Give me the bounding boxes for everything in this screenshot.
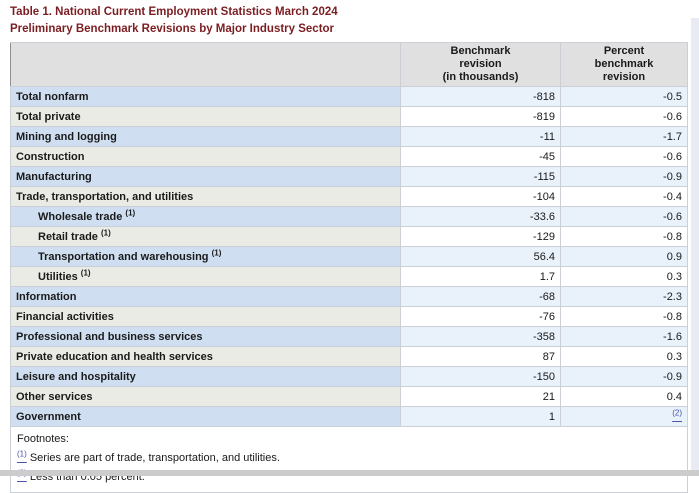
percent-revision-value: -0.8 bbox=[560, 226, 688, 247]
footnote-reference: (1) bbox=[211, 247, 222, 257]
table-header-row: Benchmark revision (in thousands) Percen… bbox=[10, 42, 688, 87]
benchmark-revision-value: 21 bbox=[400, 386, 561, 407]
row-label: Utilities (1) bbox=[10, 266, 401, 287]
page-edge-bottom bbox=[0, 470, 699, 476]
row-label: Trade, transportation, and utilities bbox=[10, 186, 401, 207]
benchmark-revision-value: -115 bbox=[400, 166, 561, 187]
table-body: Total nonfarm -818 -0.5 Total private -819 -0… bbox=[10, 86, 688, 427]
percent-revision-value: -0.6 bbox=[560, 106, 688, 127]
benchmark-revision-value: -68 bbox=[400, 286, 561, 307]
table-row: Leisure and hospitality -150 -0.9 bbox=[10, 366, 688, 387]
footnote-1-marker-link[interactable]: (1) bbox=[17, 449, 27, 464]
percent-revision-value: 0.3 bbox=[560, 266, 688, 287]
percent-revision-value: -0.9 bbox=[560, 366, 688, 387]
table-row: Construction -45 -0.6 bbox=[10, 146, 688, 167]
benchmark-revision-value: -76 bbox=[400, 306, 561, 327]
column-header-industry bbox=[10, 42, 401, 87]
percent-revision-value: -0.5 bbox=[560, 86, 688, 107]
column-header-benchmark-revision: Benchmark revision (in thousands) bbox=[400, 42, 561, 87]
benchmark-revision-value: -129 bbox=[400, 226, 561, 247]
column-header-percent-revision: Percent benchmark revision bbox=[560, 42, 688, 87]
footnote-1-marker: (1) bbox=[17, 449, 27, 459]
footnote-reference: (1) bbox=[100, 227, 111, 237]
footnote-1: (1) Series are part of trade, transporta… bbox=[17, 450, 681, 467]
row-label: Manufacturing bbox=[10, 166, 401, 187]
percent-revision-value: 0.4 bbox=[560, 386, 688, 407]
benchmark-revision-value: -819 bbox=[400, 106, 561, 127]
footnotes-section: Footnotes: (1) Series are part of trade,… bbox=[10, 426, 688, 493]
table-title-line-1: Table 1. National Current Employment Sta… bbox=[10, 6, 338, 18]
footnote-1-text: Series are part of trade, transportation… bbox=[29, 452, 280, 464]
table-row: Mining and logging -11 -1.7 bbox=[10, 126, 688, 147]
percent-revision-value: 0.9 bbox=[560, 246, 688, 267]
percent-revision-value: (2) bbox=[560, 406, 688, 427]
row-label: Wholesale trade (1) bbox=[10, 206, 401, 227]
benchmark-revision-value: 56.4 bbox=[400, 246, 561, 267]
row-label: Total nonfarm bbox=[10, 86, 401, 107]
benchmark-revision-value: -104 bbox=[400, 186, 561, 207]
table-row: Financial activities -76 -0.8 bbox=[10, 306, 688, 327]
page-edge-right bbox=[691, 18, 699, 476]
benchmark-revision-value: -150 bbox=[400, 366, 561, 387]
table-title-line-2: Preliminary Benchmark Revisions by Major… bbox=[10, 23, 335, 35]
benchmark-revision-value: 1.7 bbox=[400, 266, 561, 287]
percent-revision-value: -1.6 bbox=[560, 326, 688, 347]
benchmark-revision-value: -45 bbox=[400, 146, 561, 167]
table-row: Other services 21 0.4 bbox=[10, 386, 688, 407]
footnotes-heading: Footnotes: bbox=[17, 433, 69, 445]
table-row: Manufacturing -115 -0.9 bbox=[10, 166, 688, 187]
percent-revision-value: -0.4 bbox=[560, 186, 688, 207]
benchmark-revision-value: -818 bbox=[400, 86, 561, 107]
row-label: Leisure and hospitality bbox=[10, 366, 401, 387]
benchmark-revision-value: -358 bbox=[400, 326, 561, 347]
table-row: Government 1 (2) bbox=[10, 406, 688, 427]
table-row: Transportation and warehousing (1) 56.4 0.… bbox=[10, 246, 688, 267]
row-label: Construction bbox=[10, 146, 401, 167]
government-footnote-link[interactable]: (2) bbox=[672, 407, 682, 423]
percent-revision-value: -0.6 bbox=[560, 206, 688, 227]
benchmark-revision-value: -11 bbox=[400, 126, 561, 147]
row-label: Retail trade (1) bbox=[10, 226, 401, 247]
row-label: Private education and health services bbox=[10, 346, 401, 367]
table-row: Total private -819 -0.6 bbox=[10, 106, 688, 127]
table-row: Private education and health services 87 0… bbox=[10, 346, 688, 367]
row-label: Financial activities bbox=[10, 306, 401, 327]
percent-revision-value: -1.7 bbox=[560, 126, 688, 147]
benchmark-revision-value: 1 bbox=[400, 406, 561, 427]
row-label: Other services bbox=[10, 386, 401, 407]
table-row: Trade, transportation, and utilities -104… bbox=[10, 186, 688, 207]
row-label: Transportation and warehousing (1) bbox=[10, 246, 401, 267]
row-label: Government bbox=[10, 406, 401, 427]
benchmark-revision-value: 87 bbox=[400, 346, 561, 367]
percent-revision-value: -2.3 bbox=[560, 286, 688, 307]
table-row: Information -68 -2.3 bbox=[10, 286, 688, 307]
percent-revision-value: 0.3 bbox=[560, 346, 688, 367]
table-row: Total nonfarm -818 -0.5 bbox=[10, 86, 688, 107]
table-row: Utilities (1) 1.7 0.3 bbox=[10, 266, 688, 287]
footnote-reference: (2) bbox=[672, 407, 682, 417]
percent-revision-value: -0.9 bbox=[560, 166, 688, 187]
percent-revision-value: -0.8 bbox=[560, 306, 688, 327]
table-row: Professional and business services -358 -1… bbox=[10, 326, 688, 347]
percent-revision-value: -0.6 bbox=[560, 146, 688, 167]
footnote-reference: (1) bbox=[125, 207, 136, 217]
row-label: Total private bbox=[10, 106, 401, 127]
row-label: Mining and logging bbox=[10, 126, 401, 147]
row-label: Information bbox=[10, 286, 401, 307]
benchmark-revisions-table: Benchmark revision (in thousands) Percen… bbox=[10, 42, 688, 493]
benchmark-revision-value: -33.6 bbox=[400, 206, 561, 227]
table-row: Wholesale trade (1) -33.6 -0.6 bbox=[10, 206, 688, 227]
footnotes-row: Footnotes: (1) Series are part of trade,… bbox=[10, 426, 688, 493]
footnote-reference: (1) bbox=[80, 267, 91, 277]
table-row: Retail trade (1) -129 -0.8 bbox=[10, 226, 688, 247]
row-label: Professional and business services bbox=[10, 326, 401, 347]
